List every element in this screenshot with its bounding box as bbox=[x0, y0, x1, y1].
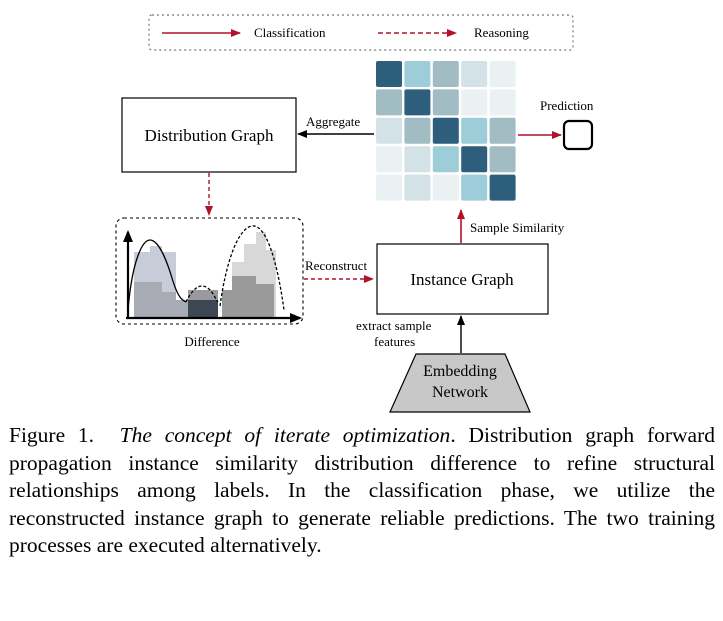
matrix-cell bbox=[461, 61, 488, 87]
hist-bar bbox=[222, 290, 232, 317]
matrix-cell bbox=[404, 89, 431, 116]
embedding-network-label-line2: Network bbox=[432, 384, 488, 401]
matrix-cell bbox=[432, 117, 459, 144]
figure-caption: Figure 1. The concept of iterate optimiz… bbox=[9, 422, 715, 560]
matrix-cell bbox=[404, 61, 431, 87]
hist-curve-middle bbox=[185, 285, 219, 303]
distribution-graph-label: Distribution Graph bbox=[145, 126, 274, 145]
matrix-cell bbox=[376, 61, 402, 87]
similarity-matrix bbox=[376, 61, 516, 201]
hist-bar bbox=[266, 250, 276, 317]
matrix-cell bbox=[461, 146, 488, 173]
matrix-cell bbox=[489, 61, 516, 87]
matrix-cell bbox=[404, 146, 431, 173]
difference-border bbox=[115, 217, 304, 325]
instance-graph-box bbox=[376, 243, 549, 315]
hist-bar bbox=[232, 276, 256, 317]
prediction-output-square bbox=[562, 119, 594, 151]
matrix-cell bbox=[489, 174, 516, 201]
matrix-cell bbox=[432, 146, 459, 173]
reconstruct-label: Reconstruct bbox=[305, 258, 367, 273]
matrix-cell bbox=[432, 61, 459, 87]
matrix-cell bbox=[489, 89, 516, 116]
difference-label: Difference bbox=[184, 334, 240, 349]
distribution-graph-box bbox=[121, 97, 297, 173]
hist-bar bbox=[256, 284, 274, 317]
matrix-cell bbox=[432, 174, 459, 201]
matrix-cell bbox=[376, 117, 402, 144]
caption-title: The concept of iterate optimization bbox=[119, 423, 451, 447]
embedding-network-label-line1: Embedding bbox=[423, 363, 497, 380]
matrix-cell bbox=[461, 174, 488, 201]
matrix-cell bbox=[489, 117, 516, 144]
matrix-cell bbox=[489, 146, 516, 173]
hist-curve-left bbox=[127, 239, 187, 311]
legend: Classification Reasoning bbox=[148, 14, 574, 51]
embedding-network-trapezoid bbox=[389, 353, 531, 413]
matrix-cell bbox=[376, 89, 402, 116]
caption-label: Figure 1. bbox=[9, 423, 95, 447]
matrix-cell bbox=[404, 174, 431, 201]
hist-bar bbox=[176, 300, 188, 317]
matrix-cell bbox=[404, 117, 431, 144]
caption-body: . Distribution graph forward propagation… bbox=[9, 423, 715, 557]
legend-reasoning-label: Reasoning bbox=[474, 25, 529, 40]
hist-bar bbox=[162, 292, 176, 317]
hist-bar-dark bbox=[188, 300, 218, 317]
matrix-cell bbox=[461, 117, 488, 144]
extract-features-label-line2: features bbox=[374, 334, 415, 349]
extract-features-label-line1: extract sample bbox=[356, 318, 432, 333]
matrix-cell bbox=[432, 89, 459, 116]
instance-graph-label: Instance Graph bbox=[410, 270, 514, 289]
hist-curve-right bbox=[219, 225, 285, 311]
difference-histogram: Difference bbox=[115, 217, 304, 349]
matrix-cell bbox=[376, 146, 402, 173]
hist-bar bbox=[134, 282, 162, 317]
matrix-cell bbox=[376, 174, 402, 201]
prediction-label: Prediction bbox=[540, 98, 594, 113]
legend-border bbox=[148, 14, 574, 51]
legend-classification-label: Classification bbox=[254, 25, 326, 40]
concept-diagram: Classification Reasoning Distribution Gr… bbox=[115, 14, 594, 413]
matrix-cell bbox=[461, 89, 488, 116]
hist-bar bbox=[256, 232, 266, 317]
sample-similarity-label: Sample Similarity bbox=[470, 220, 565, 235]
aggregate-label: Aggregate bbox=[306, 114, 360, 129]
